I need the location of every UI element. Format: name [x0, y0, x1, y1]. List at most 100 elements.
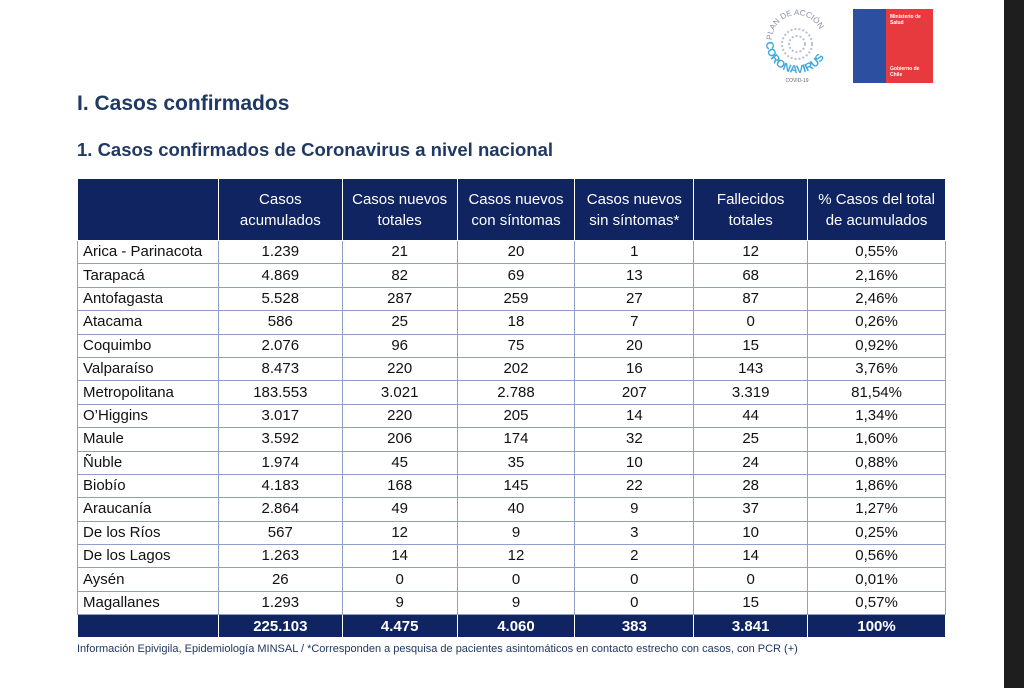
region-name: Atacama	[77, 310, 219, 335]
region-name: De los Ríos	[77, 520, 219, 546]
column-header: Casos nuevos totales	[341, 178, 458, 241]
total-cell: 383	[574, 614, 695, 639]
table-cell: 18	[456, 310, 576, 335]
table-header-row: Casos acumulados Casos nuevos totales Caso…	[77, 178, 946, 241]
table-cell: 24	[693, 450, 809, 475]
region-name: Ñuble	[77, 450, 219, 475]
total-cell: 3.841	[693, 614, 809, 639]
table-row: Magallanes 1.293 9 9 0 15 0,57%	[77, 590, 946, 616]
table-cell: 3.319	[693, 380, 809, 405]
table-cell: 27	[574, 286, 695, 312]
svg-text:COVID-19: COVID-19	[785, 78, 808, 84]
table-cell: 3	[574, 520, 695, 546]
table-cell: 183.553	[217, 380, 343, 405]
table-cell: 3.021	[341, 380, 458, 405]
government-name: Gobierno de Chile	[890, 66, 920, 78]
region-name: Aysén	[77, 567, 219, 592]
table-cell: 3,76%	[807, 356, 946, 382]
section-title: I. Casos confirmados	[77, 92, 290, 115]
table-cell: 0	[574, 567, 695, 592]
table-cell: 202	[456, 356, 576, 382]
table-cell: 82	[341, 263, 458, 288]
table-cell: 145	[456, 473, 576, 499]
table-row: Antofagasta 5.528 287 259 27 87 2,46%	[77, 286, 946, 312]
table-cell: 1.293	[217, 590, 343, 616]
table-row: Maule 3.592 206 174 32 25 1,60%	[77, 427, 946, 452]
table-cell: 2.076	[217, 333, 343, 358]
region-name: Arica - Parinacota	[77, 239, 219, 265]
table-row: Ñuble 1.974 45 35 10 24 0,88%	[77, 450, 946, 475]
table-cell: 567	[217, 520, 343, 546]
total-cell: 225.103	[217, 614, 343, 639]
table-cell: 2	[574, 544, 695, 569]
column-header: Fallecidos totales	[693, 178, 809, 241]
table-cell: 0,55%	[807, 239, 946, 265]
table-row: De los Ríos 567 12 9 3 10 0,25%	[77, 520, 946, 546]
table-row: Metropolitana 183.553 3.021 2.788 207 3.319 81…	[77, 380, 946, 405]
table-cell: 14	[574, 403, 695, 429]
table-cell: 0,01%	[807, 567, 946, 592]
table-cell: 9	[574, 497, 695, 522]
total-cell: 4.060	[456, 614, 576, 639]
table-cell: 28	[693, 473, 809, 499]
table-cell: 0	[574, 590, 695, 616]
table-cell: 259	[456, 286, 576, 312]
table-row: Atacama 586 25 18 7 0 0,26%	[77, 310, 946, 335]
table-cell: 49	[341, 497, 458, 522]
footnote: Información Epivigila, Epidemiología MIN…	[77, 643, 798, 655]
table-cell: 20	[574, 333, 695, 358]
table-cell: 4.869	[217, 263, 343, 288]
table-row: Arica - Parinacota 1.239 21 20 1 12 0,55%	[77, 239, 946, 265]
table-cell: 586	[217, 310, 343, 335]
region-name: Coquimbo	[77, 333, 219, 358]
table-cell: 44	[693, 403, 809, 429]
table-cell: 68	[693, 263, 809, 288]
table-cell: 3.592	[217, 427, 343, 452]
table-cell: 1,34%	[807, 403, 946, 429]
ministerio-salud-logo: Ministerio de Salud Gobierno de Chile	[853, 9, 933, 83]
table-cell: 220	[341, 403, 458, 429]
table-cell: 26	[217, 567, 343, 592]
column-header: % Casos del total de acumulados	[807, 178, 946, 241]
table-cell: 0,25%	[807, 520, 946, 546]
table-cell: 1.263	[217, 544, 343, 569]
table-cell: 4.183	[217, 473, 343, 499]
subsection-title: 1. Casos confirmados de Coronavirus a ni…	[77, 139, 554, 160]
table-cell: 174	[456, 427, 576, 452]
table-cell: 69	[456, 263, 576, 288]
table-cell: 10	[574, 450, 695, 475]
table-cell: 15	[693, 590, 809, 616]
table-row: De los Lagos 1.263 14 12 2 14 0,56%	[77, 544, 946, 569]
table-cell: 96	[341, 333, 458, 358]
table-cell: 1,60%	[807, 427, 946, 452]
table-cell: 20	[456, 239, 576, 265]
table-row: Coquimbo 2.076 96 75 20 15 0,92%	[77, 333, 946, 358]
table-cell: 143	[693, 356, 809, 382]
table-cell: 35	[456, 450, 576, 475]
table-cell: 1.974	[217, 450, 343, 475]
viewer-edge	[1004, 0, 1024, 688]
region-name: Araucanía	[77, 497, 219, 522]
table-cell: 0	[456, 567, 576, 592]
region-name: Antofagasta	[77, 286, 219, 312]
table-cell: 2,16%	[807, 263, 946, 288]
table-cell: 205	[456, 403, 576, 429]
totals-row: 225.103 4.475 4.060 383 3.841 100%	[77, 614, 946, 639]
table-cell: 12	[693, 239, 809, 265]
table-cell: 9	[456, 590, 576, 616]
table-cell: 1.239	[217, 239, 343, 265]
table-cell: 168	[341, 473, 458, 499]
table-cell: 2,46%	[807, 286, 946, 312]
table-cell: 40	[456, 497, 576, 522]
table-cell: 2.864	[217, 497, 343, 522]
region-name: Valparaíso	[77, 356, 219, 382]
region-name: Tarapacá	[77, 263, 219, 288]
table-row: Tarapacá 4.869 82 69 13 68 2,16%	[77, 263, 946, 288]
region-name: O’Higgins	[77, 403, 219, 429]
chile-shield-icon	[853, 9, 886, 83]
region-name: Maule	[77, 427, 219, 452]
region-name: Metropolitana	[77, 380, 219, 405]
table-cell: 1,86%	[807, 473, 946, 499]
table-cell: 0,26%	[807, 310, 946, 335]
table-cell: 0	[693, 567, 809, 592]
